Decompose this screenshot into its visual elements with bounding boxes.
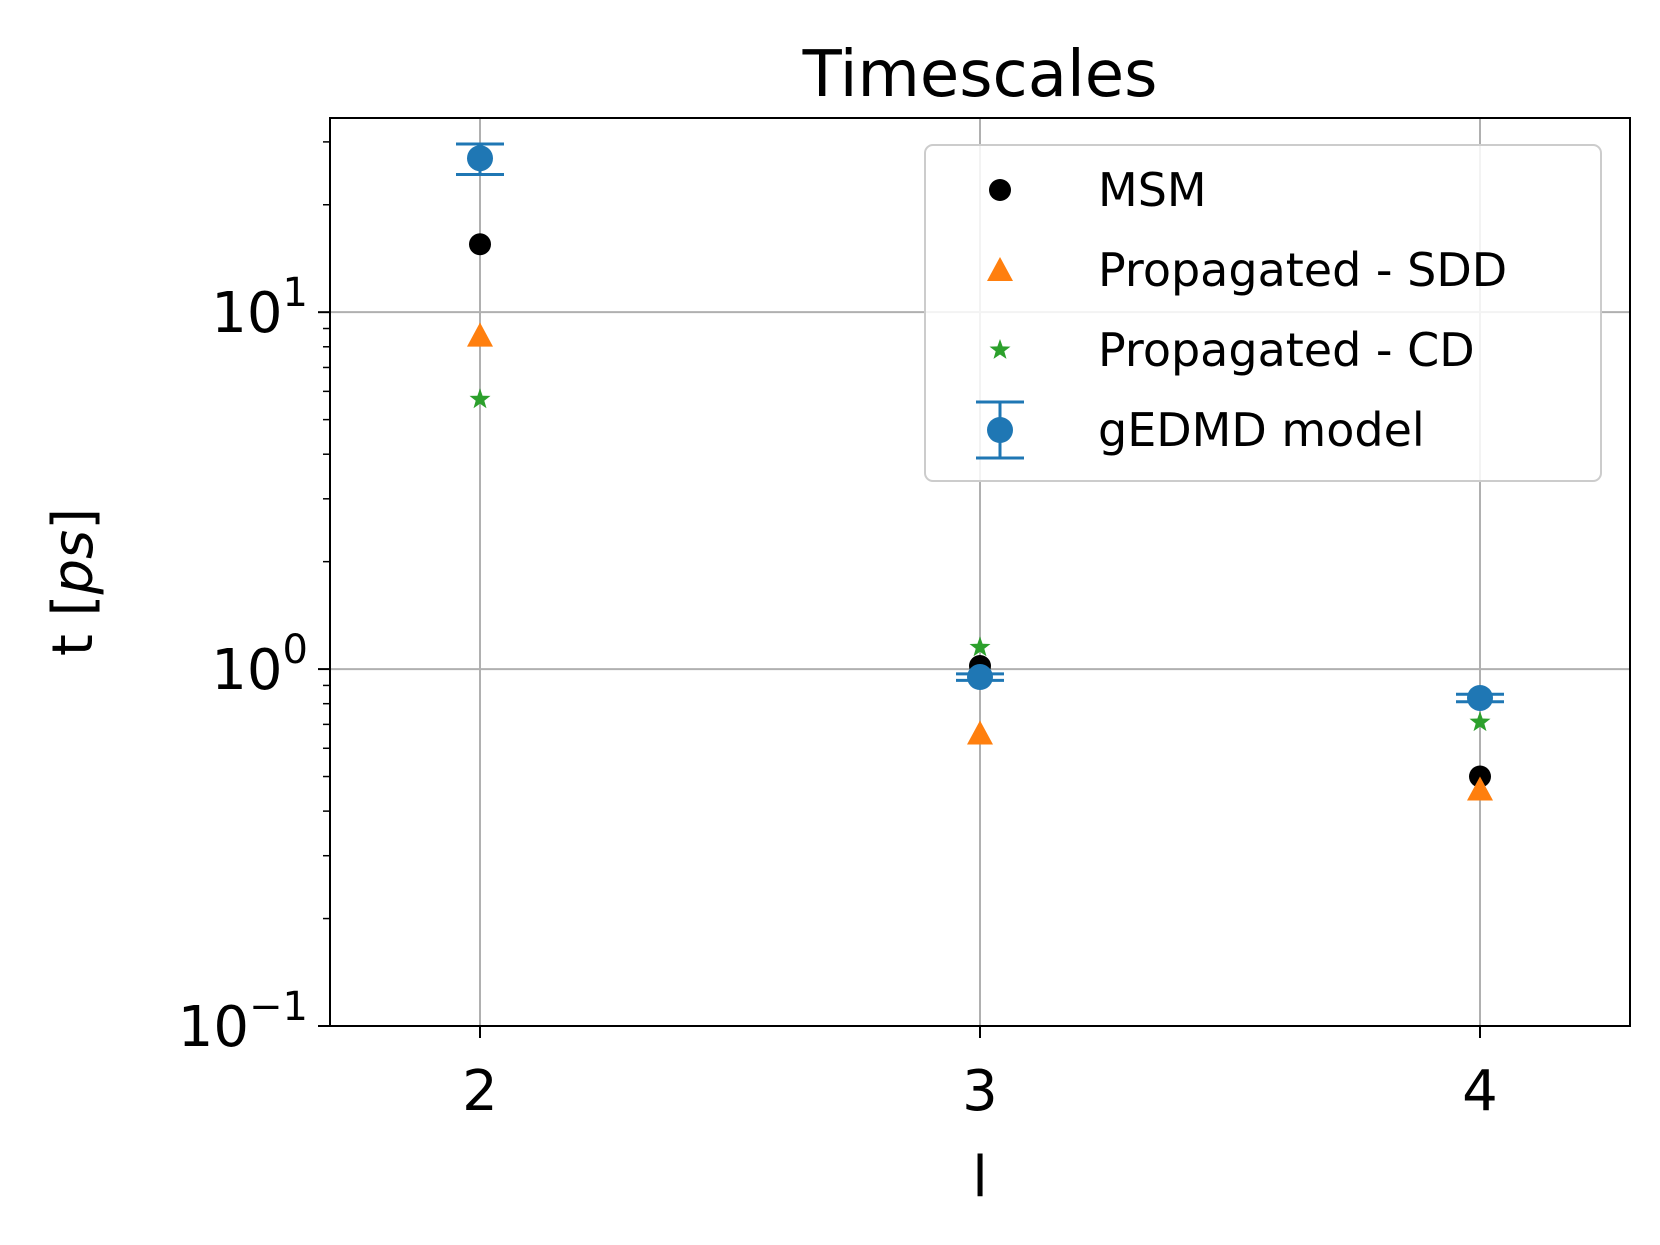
y-axis-label-text: t [ [41,594,106,656]
series-1-point [467,322,493,347]
y-tick-label: 101 [211,270,308,346]
legend-label: gEDMD model [1098,403,1425,457]
legend-3-point [987,417,1013,443]
series-3-point [967,664,993,691]
series-0-point [469,233,491,256]
chart-title: Timescales [802,38,1158,112]
x-tick-label: 4 [1462,1059,1498,1124]
y-tick-label: 10−1 [178,984,308,1060]
plot-frame [329,117,1631,1027]
legend-frame [924,144,1602,482]
y-tick-label: 100 [211,627,308,703]
data-points [456,142,1504,801]
series-propagated-sdd [467,322,1493,801]
legend-0-point [989,179,1011,201]
legend-label: MSM [1098,163,1207,217]
y-axis-label-unit: ps [41,530,106,596]
x-tick-label: 3 [962,1059,998,1124]
y-axis-label: t [ps] [41,508,106,656]
y-axis-label-close: ] [41,508,106,530]
series-3-point [1467,684,1493,711]
series-2-point [969,636,991,657]
x-tick-label: 2 [462,1059,498,1124]
series-2-point [1469,711,1491,732]
series-gedmd-model [456,142,1504,711]
series-1-point [1467,776,1493,801]
legend: MSM Propagated - SDD Propagated - CD gEDMD … [924,144,1602,482]
legend-label: Propagated - SDD [1098,243,1507,297]
axis-ticks: 2 3 4 10−1 100 101 [178,141,1498,1124]
series-1-point [967,720,993,745]
series-2-point [469,388,491,409]
series-3-point [467,145,493,172]
x-axis-label: l [972,1145,988,1210]
series-propagated-cd [469,388,1491,732]
legend-1-point [987,257,1013,282]
legend-label: Propagated - CD [1098,323,1475,377]
legend-2-point [989,339,1011,359]
